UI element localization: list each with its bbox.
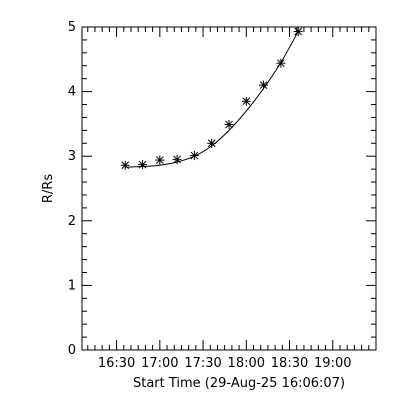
data-point: [276, 58, 286, 68]
data-point: [138, 160, 148, 170]
asterisk-stroke: [190, 151, 199, 160]
y-tick-label: 3: [68, 149, 76, 164]
data-point: [172, 154, 182, 164]
x-tick-label: 16:30: [98, 356, 135, 371]
data-point: [189, 151, 199, 161]
y-tick-label: 1: [68, 278, 76, 293]
asterisk-stroke: [121, 161, 130, 170]
x-axis-label: Start Time (29-Aug-25 16:06:07): [133, 376, 345, 391]
asterisk-stroke: [294, 27, 303, 36]
x-tick-label: 19:00: [314, 356, 351, 371]
asterisk-stroke: [242, 97, 251, 106]
asterisk-stroke: [173, 155, 181, 164]
y-tick-label: 4: [68, 85, 76, 100]
x-tick-label: 17:00: [141, 356, 178, 371]
data-point: [155, 155, 165, 165]
plot-frame: [81, 26, 377, 351]
y-axis-label: R/Rs: [41, 174, 56, 203]
asterisk-stroke: [138, 160, 147, 169]
data-point: [259, 80, 269, 90]
data-point: [120, 160, 130, 170]
data-point: [207, 138, 217, 148]
data-point: [241, 96, 251, 106]
x-tick-label: 17:30: [184, 356, 221, 371]
asterisk-stroke: [207, 139, 216, 148]
x-tick-label: 18:30: [271, 356, 308, 371]
asterisk-stroke: [277, 59, 285, 68]
y-tick-label: 5: [68, 20, 76, 35]
asterisk-stroke: [155, 156, 164, 164]
y-tick-label: 2: [68, 214, 76, 229]
x-tick-label: 18:00: [228, 356, 265, 371]
data-point: [224, 120, 234, 130]
asterisk-stroke: [225, 120, 233, 129]
asterisk-stroke: [259, 81, 268, 89]
data-point: [293, 27, 303, 37]
y-tick-label: 0: [68, 343, 76, 358]
